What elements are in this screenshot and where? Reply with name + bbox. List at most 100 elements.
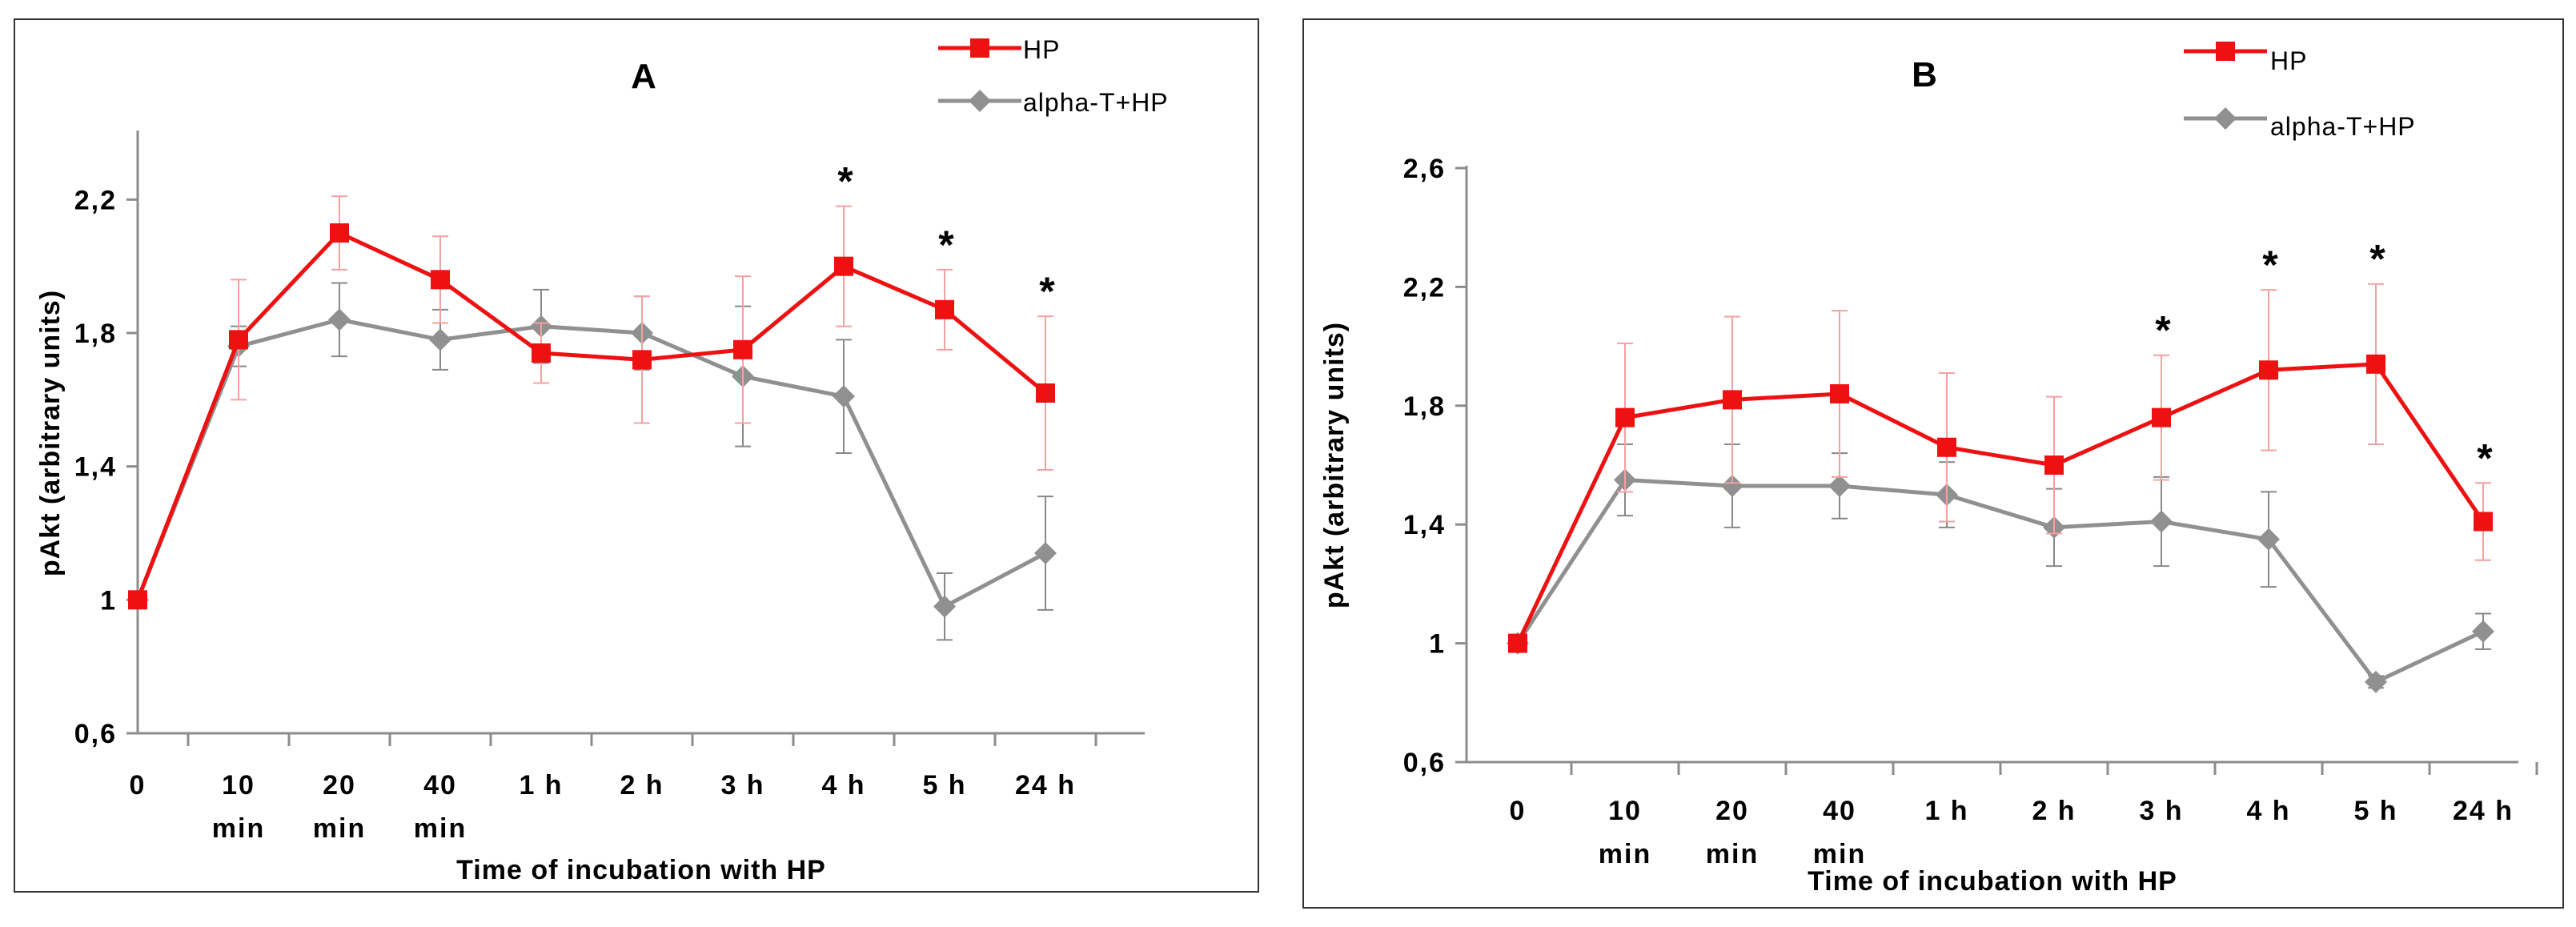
x-tick-label: 0 <box>1510 796 1527 826</box>
y-tick-label: 0,6 <box>1403 748 1446 778</box>
significance-marker: * <box>2477 435 2493 480</box>
data-point <box>1830 383 1849 403</box>
series-line <box>135 317 1047 610</box>
data-point <box>229 330 248 350</box>
x-tick-label: 4 h <box>2246 796 2290 826</box>
y-tick-label: 1,8 <box>74 319 117 349</box>
series-line <box>1515 362 2486 644</box>
panel-frame <box>1302 18 2564 909</box>
data-point <box>632 350 652 370</box>
legend-label: alpha-T+HP <box>2270 112 2416 141</box>
x-axis-title: Time of incubation with HP <box>1808 866 2177 897</box>
x-tick-label: min <box>1599 839 1651 869</box>
y-tick-label: 2,6 <box>1403 154 1446 184</box>
significance-marker: * <box>1039 269 1055 314</box>
data-point <box>2257 528 2280 551</box>
x-tick-label: 20 <box>1715 796 1749 826</box>
data-point <box>2474 512 2493 532</box>
legend-entry-hp: HP <box>938 35 1060 64</box>
data-point <box>1508 633 1527 653</box>
legend-label: HP <box>1023 35 1060 64</box>
y-tick-label: 2,2 <box>74 185 117 215</box>
legend-marker <box>970 38 989 58</box>
significance-marker: * <box>837 159 853 204</box>
data-point <box>2152 407 2171 427</box>
data-point <box>1723 390 1742 410</box>
y-axis-title: pAkt (arbitrary units) <box>1319 322 1350 608</box>
x-axis-title: Time of incubation with HP <box>456 855 826 885</box>
legend-entry-alpha: alpha-T+HP <box>2184 107 2416 141</box>
x-tick-label: 0 <box>130 770 146 801</box>
y-axis-title: pAkt (arbitrary units) <box>35 290 66 576</box>
data-point <box>733 339 752 359</box>
x-tick-label: 2 h <box>620 770 664 801</box>
y-tick-label: 1,4 <box>1403 510 1446 540</box>
data-point <box>935 299 954 319</box>
data-point <box>834 256 853 276</box>
legend-entry-hp: HP <box>2184 42 2307 75</box>
y-tick-label: 1 <box>100 585 117 616</box>
data-point <box>2366 354 2385 374</box>
x-tick-label: 24 h <box>2453 796 2514 826</box>
data-point <box>2365 670 2387 693</box>
data-point <box>2150 510 2173 533</box>
legend-marker <box>969 90 991 112</box>
panel-title: B <box>1912 55 1937 94</box>
x-tick-label: min <box>212 813 265 844</box>
y-tick-label: 2,2 <box>1403 272 1446 303</box>
data-point <box>1036 383 1055 403</box>
x-tick-label: min <box>1706 839 1759 869</box>
series-alpha <box>1507 443 2494 693</box>
x-tick-label: 5 h <box>922 770 966 801</box>
x-tick-label: 3 h <box>720 770 764 801</box>
data-point <box>1937 437 1956 457</box>
series-line <box>135 230 1047 601</box>
data-point <box>429 328 451 351</box>
y-tick-label: 0,6 <box>74 719 117 749</box>
x-tick-label: 3 h <box>2139 796 2183 826</box>
x-tick-label: 1 h <box>1924 796 1968 826</box>
series-alpha <box>126 282 1057 641</box>
legend-marker <box>2216 42 2235 61</box>
panel-frame <box>14 18 1259 893</box>
significance-marker: * <box>2369 237 2385 282</box>
x-tick-label: 40 <box>423 770 457 801</box>
data-point <box>328 308 351 331</box>
significance-marker: * <box>938 223 954 267</box>
panel-a: A 0,6 1 1,4 1,8 2,2 0 10 min 20 min 40 min 1 h 2 h 3 h 4… <box>14 18 1259 893</box>
legend-label: HP <box>2270 46 2307 75</box>
data-point <box>431 270 450 290</box>
y-tick-label: 1,4 <box>74 452 117 483</box>
significance-marker: * <box>2262 243 2278 287</box>
x-tick-label: 5 h <box>2353 796 2397 826</box>
data-point <box>833 385 855 408</box>
series-hp <box>1508 283 2493 653</box>
x-tick-label: min <box>313 813 366 844</box>
data-point <box>1828 474 1851 497</box>
data-point <box>2044 455 2064 475</box>
series-line <box>1515 477 2485 684</box>
panel-b: B 0,6 1 1,4 1,8 2,2 2,6 0 10 min 20 min 40 min 1 h 2 h 3… <box>1302 18 2564 909</box>
data-point <box>1615 407 1635 427</box>
data-point <box>128 590 147 610</box>
y-tick-label: 1,8 <box>1403 391 1446 422</box>
data-point <box>1034 542 1057 564</box>
x-tick-label: 4 h <box>821 770 865 801</box>
data-point <box>2259 360 2278 380</box>
legend-marker <box>2214 107 2237 130</box>
data-point <box>330 223 349 243</box>
panel-title: A <box>631 57 656 96</box>
x-tick-label: min <box>414 813 467 844</box>
x-tick-label: 24 h <box>1015 770 1076 801</box>
data-point <box>2472 620 2494 643</box>
legend-entry-alpha: alpha-T+HP <box>938 88 1169 117</box>
legend-label: alpha-T+HP <box>1023 88 1169 117</box>
x-tick-label: 40 <box>1823 796 1856 826</box>
series-hp <box>128 195 1055 610</box>
x-tick-label: 10 <box>222 770 255 801</box>
x-tick-label: 10 <box>1608 796 1642 826</box>
data-point <box>1721 474 1743 497</box>
x-tick-label: 1 h <box>519 770 563 801</box>
x-tick-label: 2 h <box>2032 796 2076 826</box>
